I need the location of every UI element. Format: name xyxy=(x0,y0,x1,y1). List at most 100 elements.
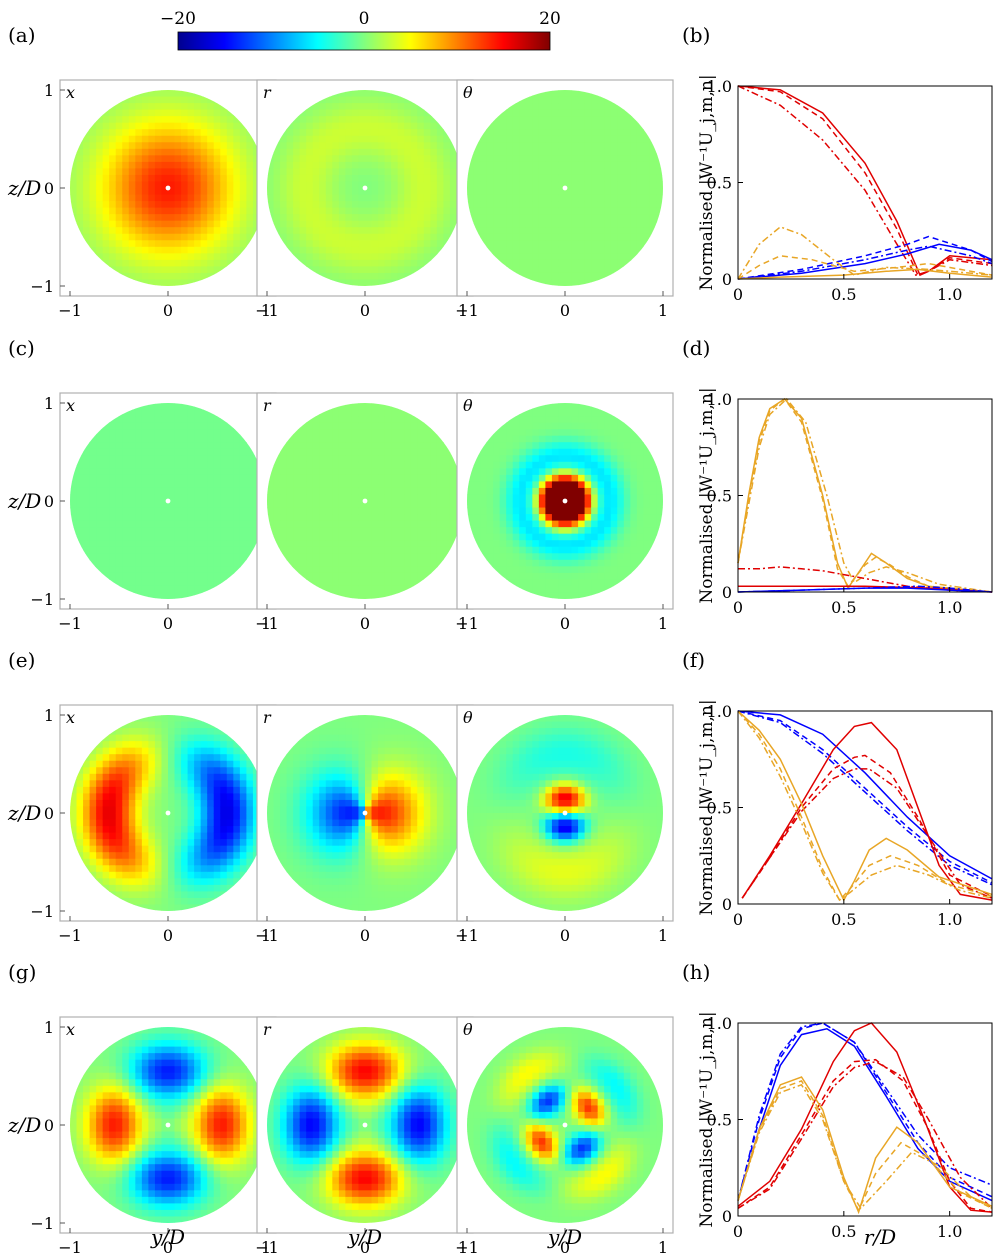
map-cell xyxy=(365,246,373,254)
map-cell xyxy=(89,865,97,873)
map-cell xyxy=(226,122,234,130)
map-cell xyxy=(371,233,379,241)
map-cell xyxy=(532,442,540,450)
map-cell xyxy=(591,253,599,261)
map-cell xyxy=(351,501,360,509)
map-cell xyxy=(96,155,104,163)
map-cell xyxy=(404,468,412,476)
map-cell xyxy=(423,474,431,482)
map-cell xyxy=(371,553,379,561)
map-cell xyxy=(558,194,566,202)
map-cell xyxy=(545,259,553,267)
panel-label-left: (a) xyxy=(8,23,36,47)
map-cell xyxy=(128,527,136,535)
map-cell xyxy=(115,520,123,528)
map-cell xyxy=(499,507,507,515)
map-cell xyxy=(220,240,228,248)
map-cell xyxy=(656,168,663,176)
map-cell xyxy=(115,442,123,450)
map-cell xyxy=(267,487,275,496)
map-cell xyxy=(591,259,599,267)
map-cell xyxy=(532,240,540,248)
map-cell xyxy=(384,220,392,228)
map-cell xyxy=(578,220,586,228)
map-cell xyxy=(597,448,605,456)
map-cell xyxy=(213,122,221,130)
panel-label-left: (e) xyxy=(8,648,35,672)
map-cell xyxy=(404,579,412,587)
map-cell xyxy=(430,135,438,143)
map-cell xyxy=(365,161,373,169)
map-cell xyxy=(617,533,625,541)
map-cell xyxy=(365,181,373,189)
map-cell xyxy=(610,455,618,463)
map-cell xyxy=(194,259,202,267)
series-line xyxy=(737,85,993,276)
map-cell xyxy=(141,409,149,417)
map-cell xyxy=(319,253,327,261)
map-cell xyxy=(293,540,301,548)
map-cell xyxy=(168,546,176,554)
map-cell xyxy=(630,194,638,202)
map-cell xyxy=(280,520,288,528)
map-cell xyxy=(610,129,618,137)
map-cell xyxy=(480,207,488,215)
map-cell xyxy=(558,540,566,548)
map-cell xyxy=(89,435,97,443)
map-cell xyxy=(558,174,566,183)
map-cell xyxy=(410,220,418,228)
map-cell xyxy=(286,174,294,183)
map-cell xyxy=(174,96,182,104)
map-cell xyxy=(207,455,215,463)
map-cell xyxy=(83,468,91,476)
map-cell xyxy=(187,468,195,476)
map-cell xyxy=(630,566,638,574)
map-cell xyxy=(89,520,97,528)
map-cell xyxy=(643,207,651,215)
map-cell xyxy=(473,520,481,528)
map-cell xyxy=(102,188,110,196)
map-cell xyxy=(558,155,566,163)
map-cell xyxy=(96,507,104,515)
map-cell xyxy=(565,266,573,274)
map-cell xyxy=(332,533,340,541)
map-cell xyxy=(410,494,418,502)
map-cell xyxy=(109,819,117,827)
map-cell xyxy=(76,819,84,827)
map-cell xyxy=(558,220,566,228)
map-cell xyxy=(538,507,546,515)
map-cell xyxy=(410,429,418,437)
map-cell xyxy=(617,259,625,267)
map-cell xyxy=(365,253,373,261)
map-cell xyxy=(246,214,254,222)
map-cell xyxy=(306,540,314,548)
map-cell xyxy=(122,813,130,821)
map-cell xyxy=(506,461,514,469)
map-cell xyxy=(630,507,638,515)
map-cell xyxy=(148,272,156,281)
map-cell xyxy=(174,207,182,215)
map-cell xyxy=(332,416,340,424)
map-cell xyxy=(76,832,84,840)
map-cell xyxy=(89,129,97,137)
map-cell xyxy=(154,442,163,450)
map-cell xyxy=(617,207,625,215)
map-cell xyxy=(141,533,149,541)
map-cell xyxy=(565,448,573,456)
tick-label: 0 xyxy=(360,301,370,320)
map-cell xyxy=(493,253,501,261)
map-cell xyxy=(506,546,514,554)
map-cell xyxy=(181,579,189,587)
map-cell xyxy=(384,148,392,156)
map-cell xyxy=(604,409,612,417)
map-cell xyxy=(299,429,307,437)
map-cell xyxy=(384,279,392,286)
map-cell xyxy=(345,259,353,267)
map-cell xyxy=(351,96,360,104)
map-cell xyxy=(525,507,533,515)
map-cell xyxy=(239,520,247,528)
map-cell xyxy=(273,181,281,189)
map-cell xyxy=(436,448,444,456)
map-cell xyxy=(239,435,247,443)
map-cell xyxy=(220,168,228,176)
